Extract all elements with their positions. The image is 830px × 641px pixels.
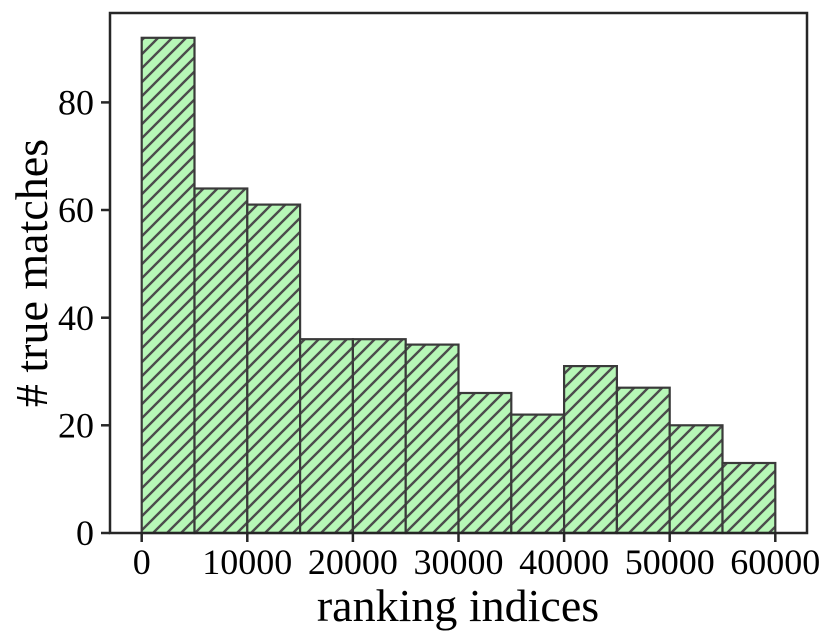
x-tick-label: 10000 <box>202 542 292 582</box>
histogram-bar <box>140 36 196 535</box>
bars-layer <box>140 36 777 535</box>
histogram-bar <box>457 391 513 535</box>
y-tick-label: 80 <box>58 83 94 123</box>
y-tick-label: 20 <box>58 406 94 446</box>
x-axis-label: ranking indices <box>317 580 599 631</box>
histogram-bar <box>562 365 618 535</box>
histogram-bar <box>615 386 671 535</box>
x-tick-label: 30000 <box>414 542 504 582</box>
x-tick-label: 0 <box>133 542 151 582</box>
x-tick-label: 50000 <box>625 542 715 582</box>
histogram-bar <box>668 424 724 535</box>
histogram-bar <box>510 413 566 535</box>
histogram-bar <box>193 187 249 535</box>
histogram-bar <box>299 338 355 535</box>
x-axis: 0 10000 20000 30000 40000 50000 60000 <box>133 533 820 582</box>
histogram-bar <box>404 343 460 535</box>
histogram-bar <box>721 461 777 535</box>
x-tick-label: 40000 <box>519 542 609 582</box>
y-axis: 0 20 40 60 80 <box>58 83 110 553</box>
y-axis-label: # true matches <box>6 139 57 407</box>
x-tick-label: 60000 <box>730 542 820 582</box>
x-tick-label: 20000 <box>308 542 398 582</box>
y-tick-label: 60 <box>58 190 94 230</box>
histogram-bar <box>351 338 407 535</box>
histogram-bar <box>246 203 302 535</box>
y-tick-label: 0 <box>76 513 94 553</box>
y-tick-label: 40 <box>58 298 94 338</box>
